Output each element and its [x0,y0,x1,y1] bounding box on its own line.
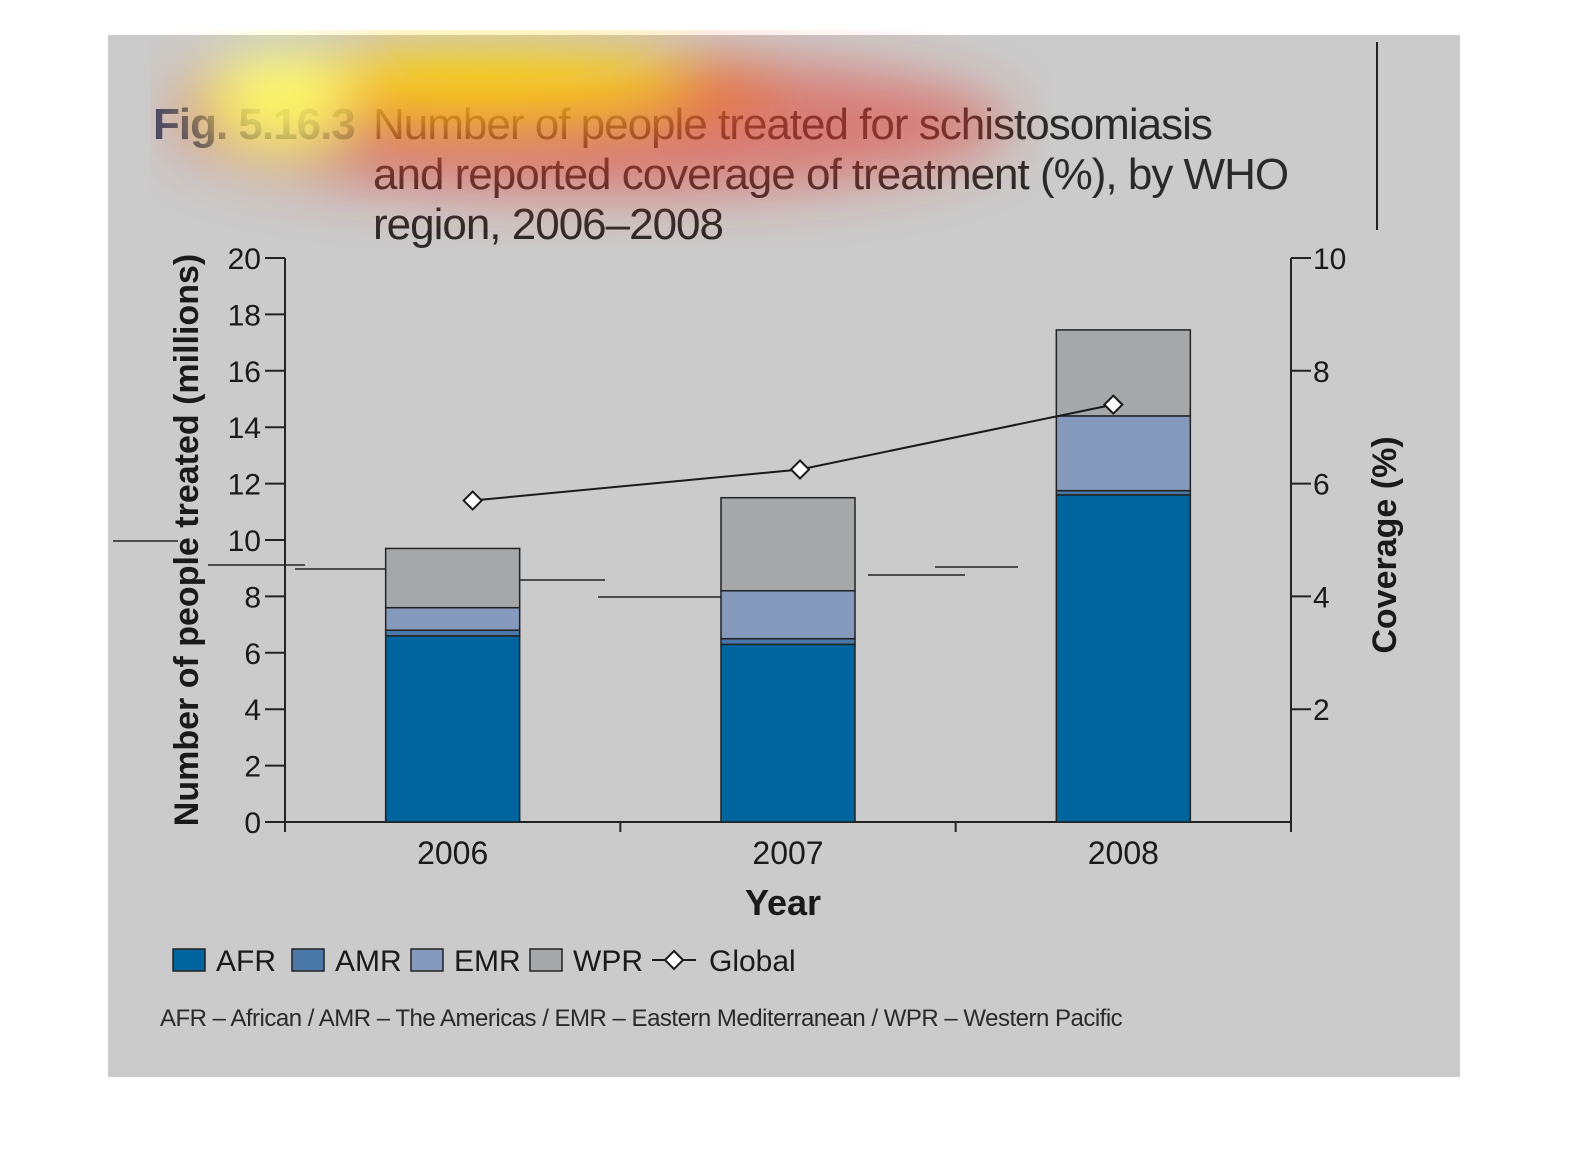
legend-label-emr: EMR [454,945,521,978]
y-tick-label: 12 [228,469,261,502]
legend: AFR AMR EMR WPR Global [172,945,796,978]
legend-label-afr: AFR [216,945,276,978]
y-axis-label: Number of people treated (millions) [168,254,206,826]
y2-tick-label: 6 [1313,469,1330,502]
legend-swatch-afr [172,948,206,972]
legend-label-wpr: WPR [573,945,643,978]
bar-segment-wpr [1055,329,1192,417]
bar-segment-wpr [384,547,521,609]
legend-swatch-emr [410,948,444,972]
legend-swatch-wpr [529,948,563,972]
bar-segment-afr [384,635,521,823]
y-tick-label: 8 [244,581,261,614]
footnote: AFR – African / AMR – The Americas / EMR… [160,1005,1123,1032]
y-tick-label: 18 [228,299,261,332]
legend-swatch-amr [291,948,325,972]
y-tick-label: 0 [244,807,261,840]
global-line [462,394,1124,511]
y2-tick-label: 4 [1313,581,1330,614]
x-tick-label: 2006 [417,835,488,871]
y-tick-label: 16 [228,356,261,389]
y-tick-label: 4 [244,694,261,727]
global-coverage-line [472,403,1114,502]
global-point-marker [789,459,811,480]
bars [384,329,1192,823]
x-tick-label: 2007 [752,835,823,871]
y2-tick-label: 10 [1313,243,1346,276]
bar-segment-emr [720,590,856,640]
y2-tick-label: 2 [1313,694,1330,727]
x-axis-label: Year [745,882,821,923]
y-tick-label: 14 [228,412,261,445]
y2-axis-label: Coverage (%) [1366,436,1404,653]
bar-segment-wpr [720,496,856,592]
bar-segment-emr [384,606,521,631]
x-tick-label: 2008 [1088,835,1159,871]
global-point-marker [462,490,484,511]
y-tick-label: 20 [228,243,261,276]
bar-segment-emr [1055,415,1192,492]
legend-label-global: Global [709,945,796,978]
legend-label-amr: AMR [335,945,402,978]
bar-segment-afr [1055,494,1192,823]
bar-segment-afr [720,643,856,823]
bar-segment-amr [720,637,856,646]
y2-tick-label: 8 [1313,356,1330,389]
y-tick-label: 10 [228,525,261,558]
bar-segment-amr [384,629,521,637]
legend-marker-global [663,949,685,971]
y-tick-label: 6 [244,638,261,671]
global-point-marker [1102,394,1124,416]
y-tick-label: 2 [244,751,261,784]
